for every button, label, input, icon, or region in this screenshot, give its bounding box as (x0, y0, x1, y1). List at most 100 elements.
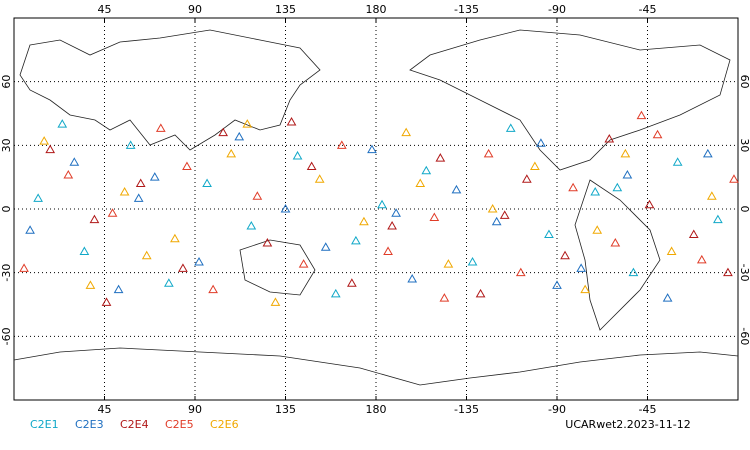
point (383, 246, 393, 255)
point (359, 216, 369, 226)
coastline (19, 29, 321, 151)
point (119, 187, 130, 196)
point (530, 161, 540, 171)
point (330, 288, 341, 298)
coastline (13, 347, 739, 386)
point (604, 133, 615, 143)
point (435, 153, 446, 162)
x-tick-label: 90 (188, 403, 202, 416)
point (351, 235, 361, 245)
point (439, 293, 450, 302)
x-tick-label: 135 (275, 403, 296, 416)
point (429, 212, 440, 221)
point (521, 174, 532, 183)
annotation: UCARwet2.2023-11-12 (565, 418, 690, 431)
point (415, 178, 426, 188)
y-tick-label: -60 (0, 327, 13, 345)
point (515, 267, 526, 277)
point (467, 257, 478, 266)
point (33, 193, 43, 202)
point (723, 267, 733, 277)
x-tick-label: -45 (639, 403, 657, 416)
point (89, 214, 100, 224)
point (270, 297, 281, 306)
point (306, 161, 317, 171)
coastlines (13, 29, 739, 386)
point (125, 140, 136, 149)
point (39, 136, 50, 145)
x-tick-label: 135 (275, 3, 296, 16)
x-tick-label: -135 (454, 403, 479, 416)
point (135, 178, 146, 188)
point (347, 278, 357, 287)
point (666, 246, 677, 255)
point (25, 225, 35, 234)
point (292, 150, 303, 160)
point (483, 148, 494, 158)
point (451, 184, 462, 194)
point (155, 123, 166, 132)
y-tick-label: -30 (0, 264, 13, 282)
point (610, 237, 621, 247)
legend-entry: C2E1 (30, 418, 59, 431)
point (636, 110, 647, 120)
point (628, 267, 639, 277)
x-tick-label: 180 (366, 403, 387, 416)
point (101, 297, 112, 306)
point (133, 193, 144, 202)
point (252, 191, 263, 200)
point (170, 233, 180, 243)
point (286, 116, 297, 126)
point (487, 203, 498, 213)
point (79, 246, 90, 255)
point (107, 208, 118, 217)
coastline (574, 179, 661, 331)
point (208, 284, 218, 294)
point (149, 172, 160, 181)
grid (14, 18, 738, 400)
point (696, 254, 707, 264)
point (63, 170, 74, 179)
y-tick-label: 30 (0, 138, 13, 152)
point (202, 178, 212, 188)
point (401, 127, 412, 137)
point (443, 259, 454, 268)
point (163, 278, 174, 287)
coastline (409, 29, 731, 171)
point (652, 129, 663, 139)
y-tick-label: 0 (738, 206, 750, 213)
point (491, 216, 502, 226)
point (391, 208, 401, 217)
point (298, 259, 309, 268)
point (505, 123, 516, 132)
point (592, 225, 603, 234)
point (262, 237, 273, 247)
point (141, 250, 152, 260)
point (421, 165, 432, 175)
point (644, 199, 655, 209)
labels: 45 45 90 90 135 135 180 180 -135 -135 -90 -90 -45 -45… (0, 3, 750, 431)
legend-entry: C2E4 (120, 418, 149, 431)
point (672, 157, 683, 166)
y-tick-label: 60 (738, 75, 750, 89)
point (336, 140, 347, 149)
point (622, 170, 633, 179)
point (45, 144, 56, 154)
point (662, 293, 673, 302)
x-tick-label: -135 (454, 3, 479, 16)
y-tick-label: -60 (738, 327, 750, 345)
point (407, 274, 418, 283)
point (280, 203, 291, 213)
point (69, 157, 80, 166)
point (536, 138, 546, 147)
point (552, 280, 562, 289)
point (242, 119, 253, 128)
point (320, 242, 331, 251)
point (576, 263, 586, 272)
point (612, 182, 623, 192)
point (234, 131, 245, 141)
point (194, 257, 204, 266)
x-tick-label: -90 (548, 3, 566, 16)
y-tick-label: 0 (0, 206, 13, 213)
